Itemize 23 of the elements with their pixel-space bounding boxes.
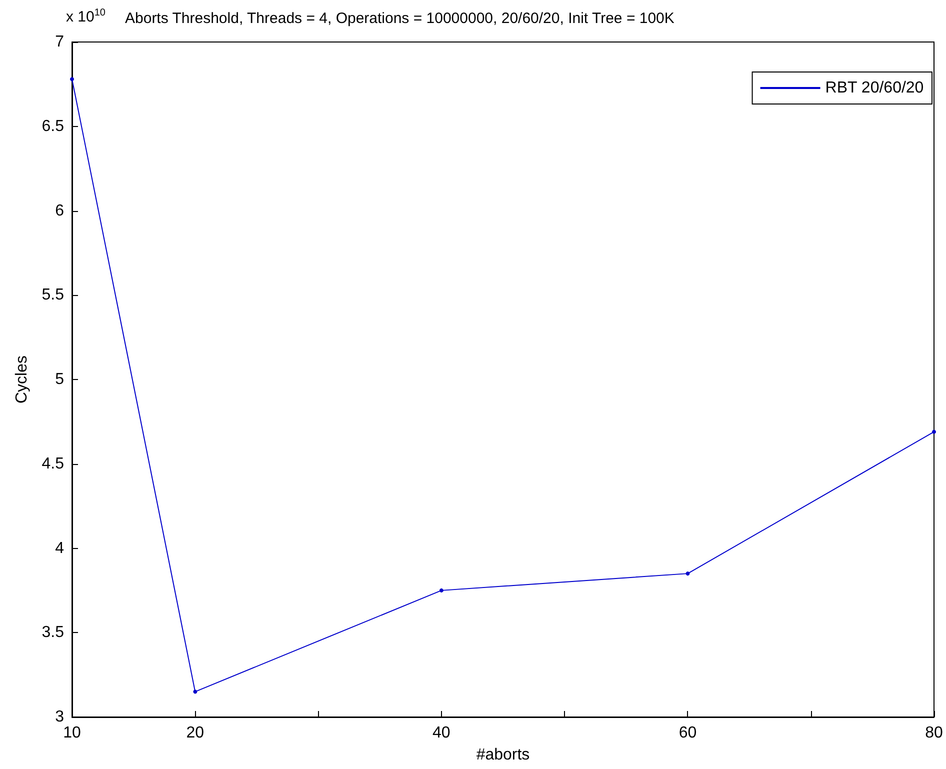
y-axis-title: Cycles [14, 355, 30, 404]
point [193, 690, 198, 694]
y-tick-label: 7 [55, 34, 64, 50]
y-tick-label: 3.5 [42, 624, 64, 642]
point [686, 572, 690, 576]
y-tick-label: 4 [55, 540, 64, 557]
chart-title: Aborts Threshold, Threads = 4, Operations = 10000000, 20/60/20, Init Tree = 100K [125, 10, 674, 27]
y-tick-label: 4.5 [42, 455, 64, 472]
y-tick-label: 5.5 [42, 286, 64, 304]
x-tick-label: 10 [63, 724, 81, 742]
y-tick-label: 6.5 [42, 118, 64, 135]
point [439, 588, 444, 592]
y-tick-label: 3 [55, 708, 64, 726]
x-tick-label: 20 [186, 724, 204, 742]
x-tick-label: 60 [678, 724, 697, 742]
y-tick-label: 5 [55, 371, 64, 388]
point [932, 430, 936, 434]
legend-label: RBT 20/60/20 [825, 80, 924, 96]
x-tick-label: 80 [925, 724, 943, 742]
x-axis-title: #aborts [476, 746, 530, 764]
x-tick-label: 40 [432, 724, 450, 742]
point [70, 77, 74, 82]
y-tick-label: 6 [55, 202, 64, 220]
